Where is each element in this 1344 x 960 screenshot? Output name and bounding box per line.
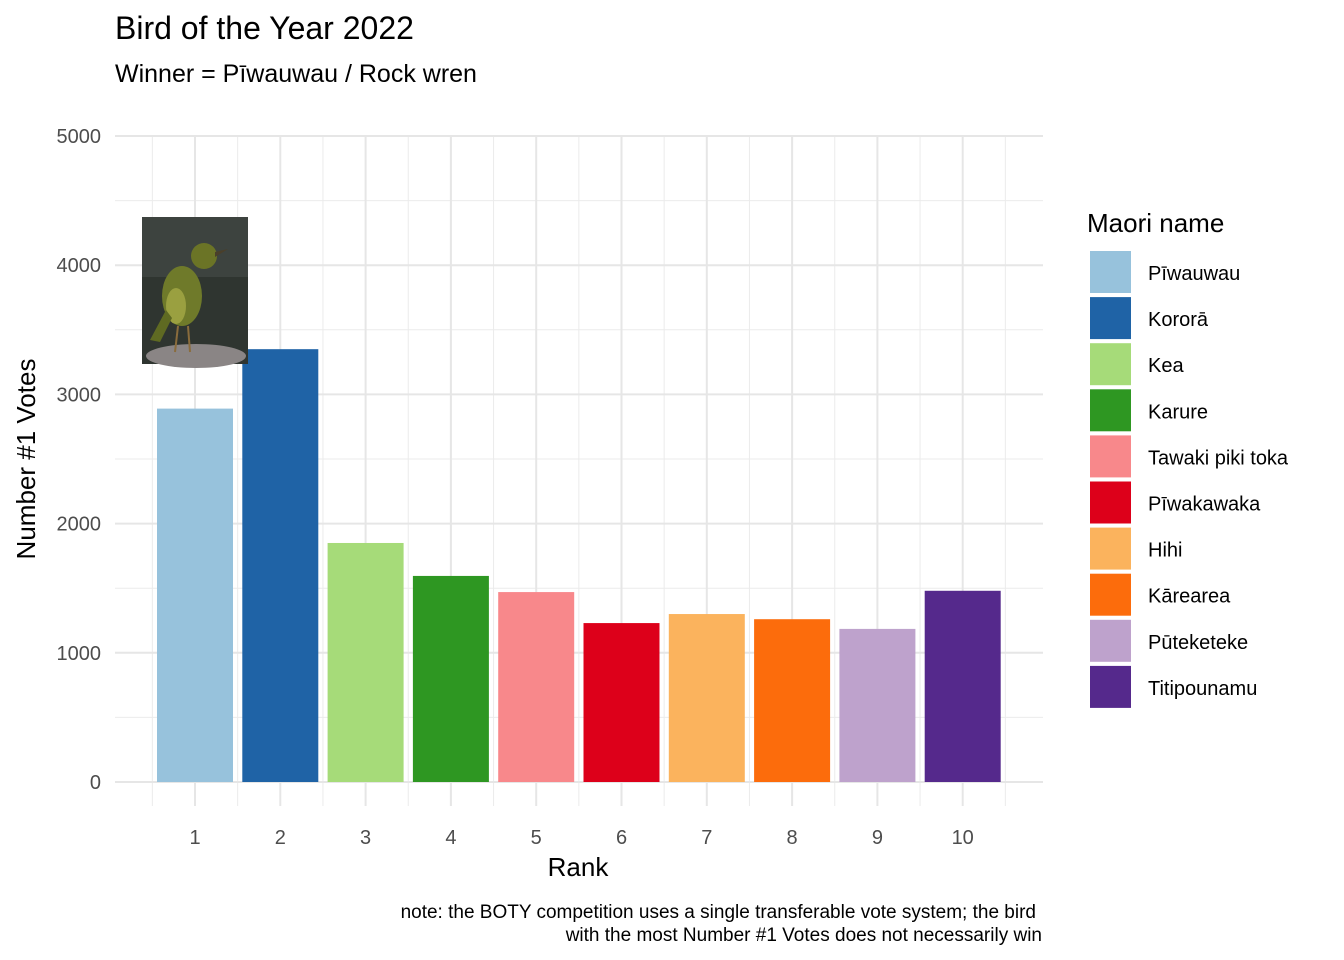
y-tick-label: 0 bbox=[90, 772, 101, 794]
legend-label: Pūteketeke bbox=[1148, 632, 1248, 654]
y-tick-label: 4000 bbox=[57, 255, 102, 277]
legend-key bbox=[1090, 343, 1131, 386]
x-tick-label: 6 bbox=[616, 827, 627, 849]
bar-rank-9 bbox=[839, 628, 916, 782]
legend-label: Kea bbox=[1148, 355, 1184, 377]
caption-line-2: with the most Number #1 Votes does not n… bbox=[565, 925, 1042, 946]
x-tick-label: 5 bbox=[531, 827, 542, 849]
legend-label: Titipounamu bbox=[1148, 678, 1257, 700]
bar-rank-8 bbox=[754, 619, 831, 782]
legend-label: Pīwauwau bbox=[1148, 263, 1240, 285]
bar-rank-1 bbox=[157, 408, 233, 782]
legend-title: Maori name bbox=[1087, 208, 1224, 238]
legend: Pīwauwau Kororā Kea Karure Tawaki piki toka P… bbox=[1090, 251, 1289, 708]
chart-title: Bird of the Year 2022 bbox=[115, 10, 414, 46]
legend-key bbox=[1090, 573, 1131, 616]
bar-rank-3 bbox=[327, 542, 404, 782]
bar-rank-10 bbox=[924, 590, 1001, 782]
bar-rank-4 bbox=[412, 575, 489, 782]
x-tick-label: 3 bbox=[360, 827, 371, 849]
x-tick-label: 1 bbox=[189, 827, 200, 849]
chart-subtitle: Winner = Pīwauwau / Rock wren bbox=[115, 60, 477, 88]
legend-key bbox=[1090, 435, 1131, 478]
x-tick-label: 7 bbox=[701, 827, 712, 849]
legend-label: Karure bbox=[1148, 401, 1208, 423]
y-tick-label: 5000 bbox=[57, 126, 102, 148]
x-tick-label: 9 bbox=[872, 827, 883, 849]
bar-rank-2 bbox=[242, 349, 319, 782]
y-axis-title: Number #1 Votes bbox=[11, 359, 41, 560]
legend-key bbox=[1090, 665, 1131, 708]
bar-rank-7 bbox=[668, 614, 745, 782]
legend-key bbox=[1090, 619, 1131, 662]
y-tick-label: 1000 bbox=[57, 643, 102, 665]
y-axis-ticks: 0 1000 2000 3000 4000 5000 bbox=[57, 126, 102, 794]
legend-label: Tawaki piki toka bbox=[1148, 447, 1289, 469]
legend-key bbox=[1090, 251, 1131, 293]
legend-key bbox=[1090, 481, 1131, 524]
y-tick-label: 3000 bbox=[57, 384, 102, 406]
caption-line-1: note: the BOTY competition uses a single… bbox=[401, 902, 1036, 923]
x-tick-label: 2 bbox=[275, 827, 286, 849]
bar-rank-5 bbox=[498, 592, 575, 782]
x-axis-title: Rank bbox=[548, 852, 610, 882]
legend-label: Hihi bbox=[1148, 540, 1182, 562]
legend-label: Kororā bbox=[1148, 309, 1209, 331]
legend-label: Kārearea bbox=[1148, 586, 1231, 608]
x-tick-label: 8 bbox=[787, 827, 798, 849]
bar-rank-6 bbox=[583, 623, 660, 782]
bars bbox=[157, 349, 1001, 782]
legend-key bbox=[1090, 297, 1131, 340]
x-axis-ticks: 1 2 3 4 5 6 7 8 9 10 bbox=[189, 827, 973, 849]
y-tick-label: 2000 bbox=[57, 514, 102, 536]
x-tick-label: 4 bbox=[445, 827, 456, 849]
legend-label: Pīwakawaka bbox=[1148, 494, 1261, 516]
legend-key bbox=[1090, 527, 1131, 570]
legend-key bbox=[1090, 389, 1131, 432]
rock-wren-photo bbox=[142, 217, 248, 368]
x-tick-label: 10 bbox=[952, 827, 974, 849]
